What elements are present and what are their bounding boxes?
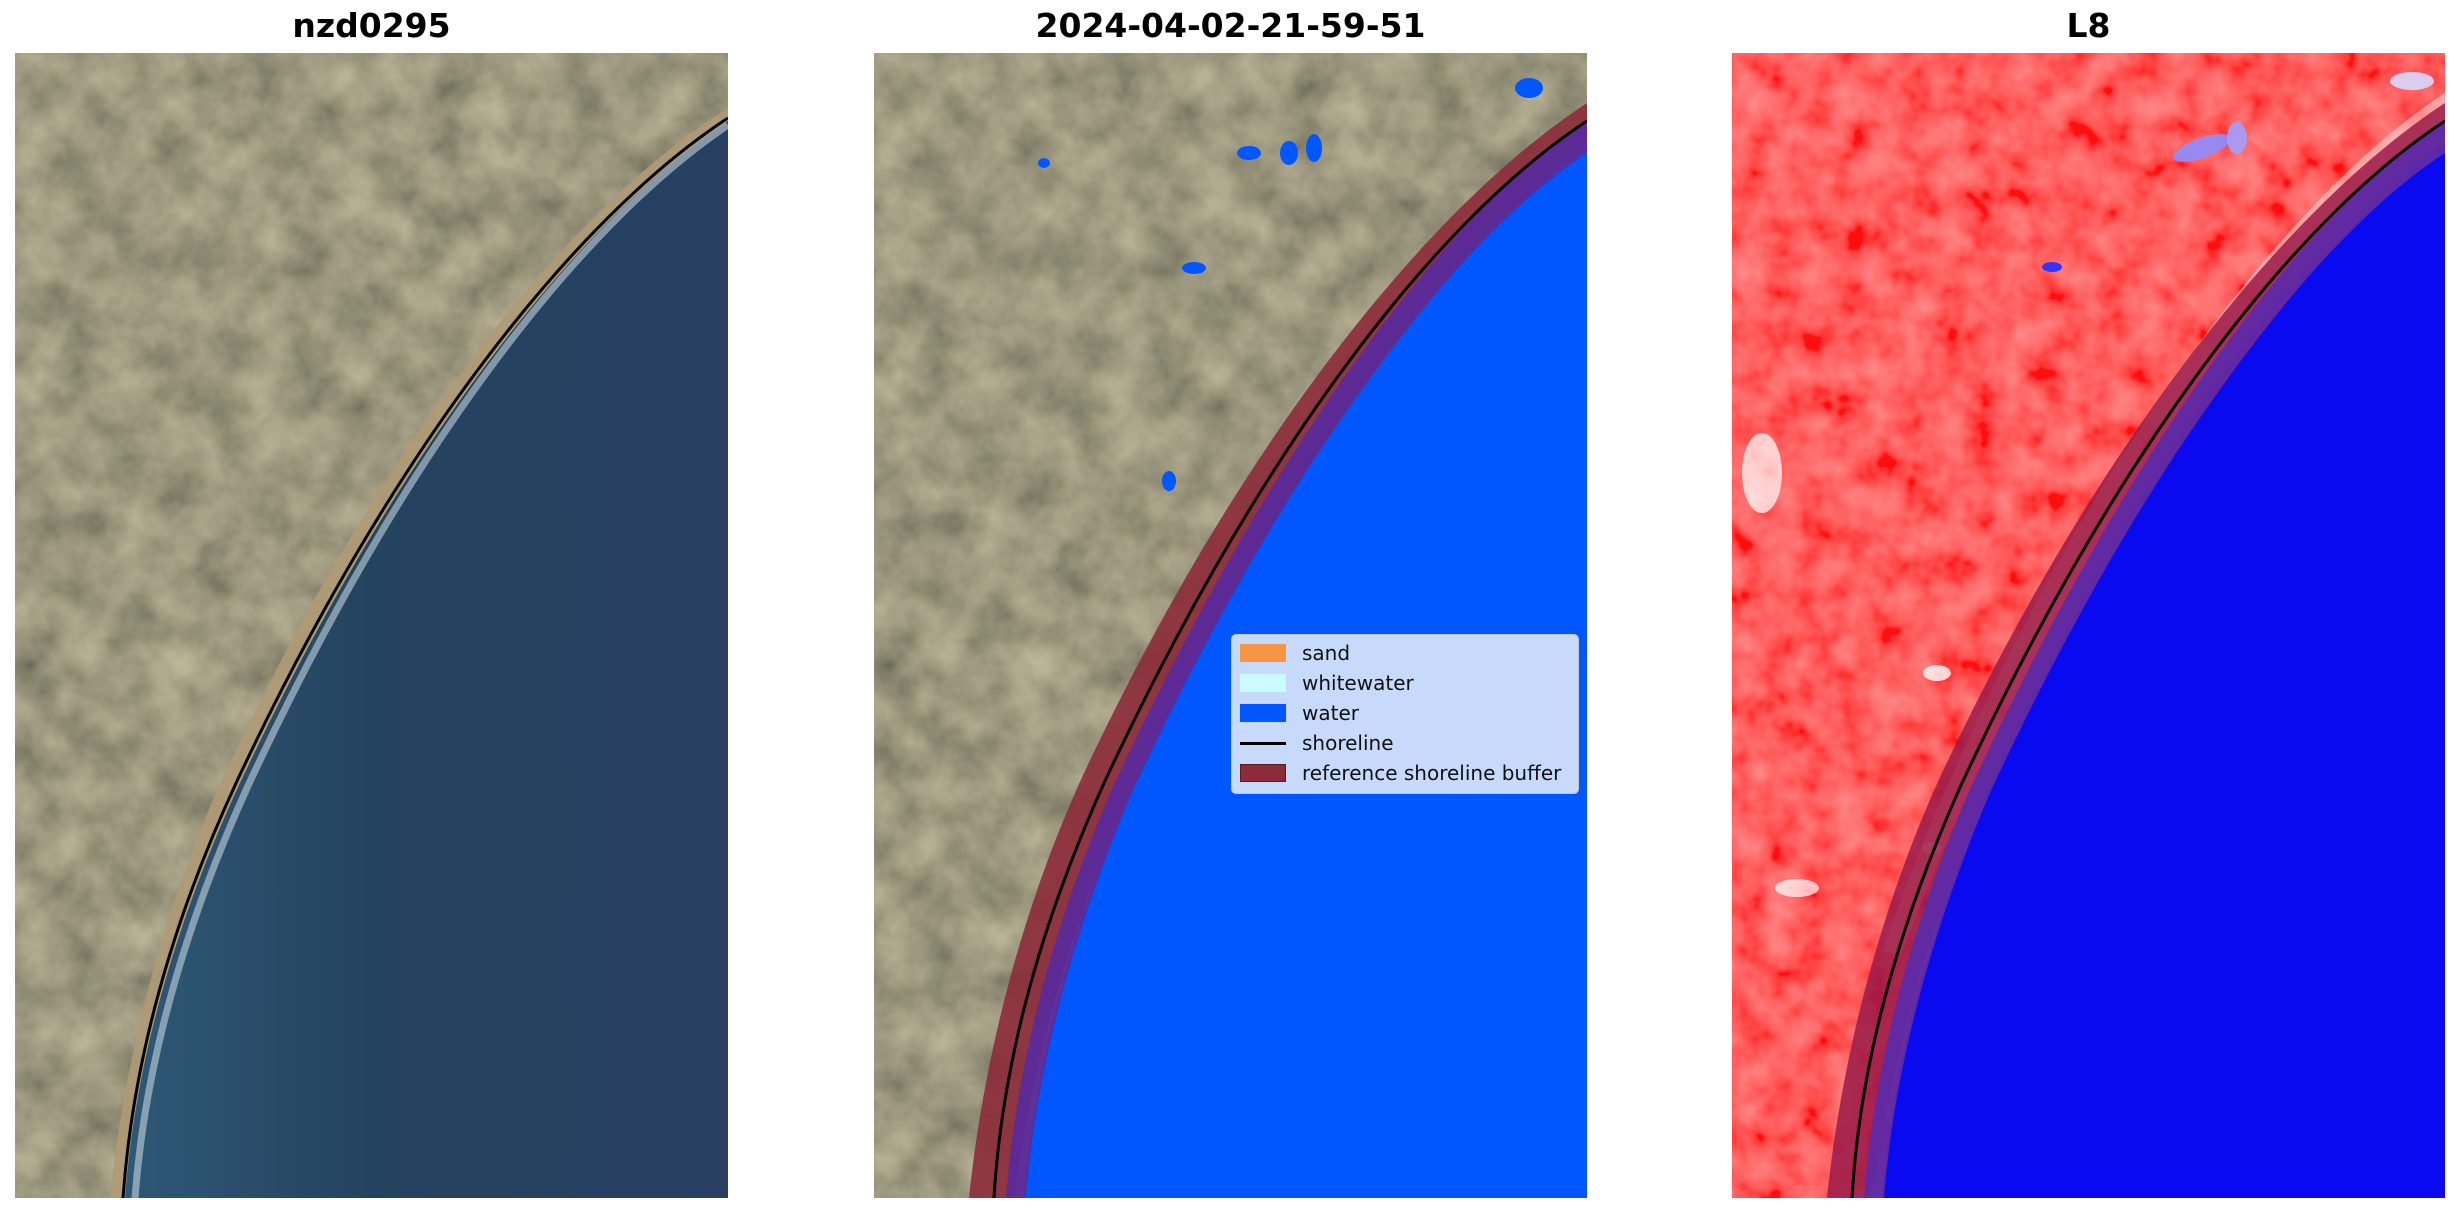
legend-label: shoreline	[1302, 731, 1394, 755]
rgb-image	[15, 53, 728, 1198]
legend-item-water: water	[1240, 701, 1359, 725]
classified-image	[874, 53, 1587, 1198]
legend: sand whitewater water shoreline referenc…	[1231, 634, 1579, 794]
legend-item-buffer: reference shoreline buffer	[1240, 761, 1561, 785]
legend-item-whitewater: whitewater	[1240, 671, 1414, 695]
rgb-image-panel	[15, 53, 728, 1198]
legend-label: reference shoreline buffer	[1302, 761, 1562, 785]
legend-line-shoreline	[1240, 741, 1286, 745]
legend-label: water	[1302, 701, 1359, 725]
legend-swatch-buffer	[1240, 764, 1286, 782]
legend-item-shoreline: shoreline	[1240, 731, 1394, 755]
index-image	[1732, 53, 2445, 1198]
index-image-panel	[1732, 53, 2445, 1198]
panel-title-index: L8	[2066, 6, 2111, 45]
legend-label: whitewater	[1302, 671, 1414, 695]
panel-title-rgb: nzd0295	[292, 6, 451, 45]
legend-item-sand: sand	[1240, 641, 1350, 665]
legend-swatch-water	[1240, 704, 1286, 722]
legend-swatch-whitewater	[1240, 674, 1286, 692]
panel-title-classified: 2024-04-02-21-59-51	[1035, 6, 1426, 45]
legend-swatch-sand	[1240, 644, 1286, 662]
classified-image-panel	[874, 53, 1587, 1198]
legend-label: sand	[1302, 641, 1351, 665]
